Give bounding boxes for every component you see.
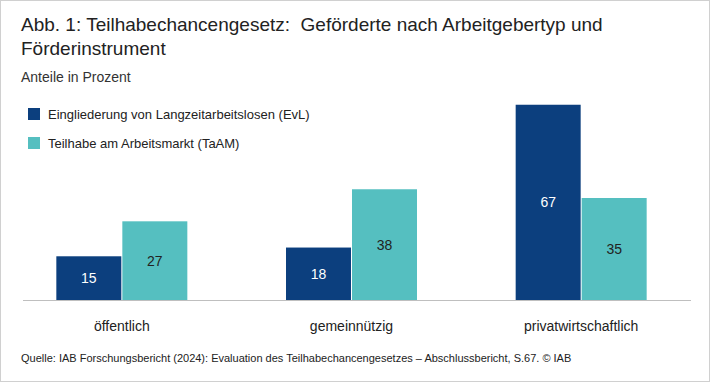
data-label: 35 xyxy=(606,241,622,257)
bar xyxy=(516,105,581,300)
x-tick-label: öffentlich xyxy=(94,318,150,334)
data-labels: 15 27 18 38 67 35 xyxy=(81,194,622,286)
legend-label: Teilhabe am Arbeitsmarkt (TaAM) xyxy=(48,136,239,151)
data-label: 38 xyxy=(377,237,393,253)
data-label: 67 xyxy=(540,194,556,210)
x-axis-line xyxy=(23,300,691,301)
bars xyxy=(56,105,646,300)
x-tick-label: privatwirtschaftlich xyxy=(524,318,638,334)
title: Abb. 1: Teilhabechancengesetz: Gefördert… xyxy=(21,13,681,61)
bar xyxy=(122,221,187,300)
subtitle: Anteile in Prozent xyxy=(21,69,131,85)
chart-svg: 15 27 18 38 67 35 öffentlich gemeinnützig privat… xyxy=(1,1,709,381)
bar xyxy=(56,256,121,300)
source: Quelle: IAB Forschungsbericht (2024): Ev… xyxy=(21,352,571,364)
x-tick-label: gemeinnützig xyxy=(310,318,393,334)
chart-frame: Abb. 1: Teilhabechancengesetz: Gefördert… xyxy=(0,0,710,382)
bar xyxy=(352,189,417,300)
legend-swatch xyxy=(28,137,40,149)
legend-swatch xyxy=(28,108,40,120)
bar xyxy=(582,198,647,300)
data-label: 18 xyxy=(311,266,327,282)
bar xyxy=(286,248,351,300)
data-label: 27 xyxy=(147,253,163,269)
legend: Eingliederung von Langzeitarbeitslosen (… xyxy=(28,107,310,151)
legend-label: Eingliederung von Langzeitarbeitslosen (… xyxy=(48,107,310,122)
data-label: 15 xyxy=(81,270,97,286)
